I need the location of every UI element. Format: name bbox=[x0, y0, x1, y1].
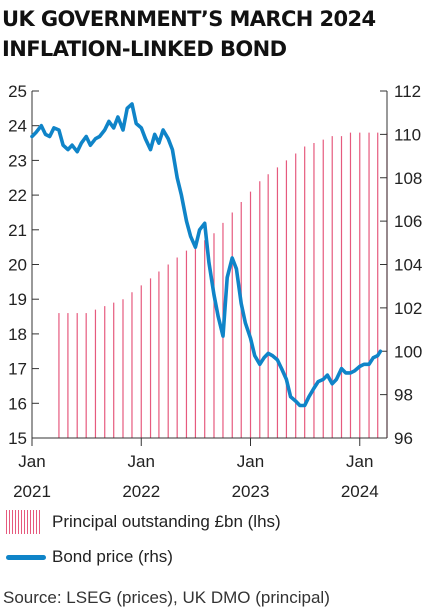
title-line-1: UK GOVERNMENT’S MARCH 2024 bbox=[2, 7, 376, 31]
legend-principal-swatch bbox=[6, 510, 40, 534]
right-tick-label: 110 bbox=[394, 125, 421, 144]
combo-chart: 1516171819202122232425969810010210410610… bbox=[8, 82, 422, 501]
x-tick-label-month: Jan bbox=[346, 452, 373, 471]
legend-principal: Principal outstanding £bn (lhs) bbox=[6, 510, 281, 534]
x-tick-label-year: 2024 bbox=[341, 482, 379, 501]
left-tick-label: 19 bbox=[8, 290, 27, 309]
left-tick-label: 18 bbox=[8, 325, 27, 344]
legend-price: Bond price (rhs) bbox=[6, 547, 173, 567]
right-tick-label: 102 bbox=[394, 299, 422, 318]
left-tick-label: 23 bbox=[8, 151, 27, 170]
right-tick-label: 108 bbox=[394, 169, 422, 188]
legend-principal-label: Principal outstanding £bn (lhs) bbox=[52, 512, 281, 531]
right-tick-label: 98 bbox=[394, 386, 413, 405]
left-tick-label: 15 bbox=[8, 429, 27, 448]
right-tick-label: 112 bbox=[394, 82, 421, 101]
right-tick-label: 96 bbox=[394, 429, 413, 448]
x-tick-label-month: Jan bbox=[237, 452, 264, 471]
legend-price-label: Bond price (rhs) bbox=[52, 547, 173, 566]
x-tick-label-year: 2021 bbox=[13, 482, 51, 501]
source-note: Source: LSEG (prices), UK DMO (principal… bbox=[3, 588, 330, 607]
left-tick-label: 25 bbox=[8, 82, 27, 101]
chart-title: UK GOVERNMENT’S MARCH 2024 INFLATION-LIN… bbox=[2, 4, 432, 64]
title-line-2: INFLATION-LINKED BOND bbox=[2, 37, 287, 61]
legend-price-swatch bbox=[6, 554, 46, 560]
left-tick-label: 16 bbox=[8, 394, 27, 413]
left-tick-label: 21 bbox=[8, 221, 27, 240]
right-tick-label: 106 bbox=[394, 212, 422, 231]
x-tick-label-month: Jan bbox=[18, 452, 45, 471]
x-tick-label-year: 2023 bbox=[232, 482, 270, 501]
left-tick-label: 20 bbox=[8, 256, 27, 275]
right-tick-label: 104 bbox=[394, 256, 422, 275]
left-tick-label: 22 bbox=[8, 186, 27, 205]
x-tick-label-month: Jan bbox=[128, 452, 155, 471]
x-tick-label-year: 2022 bbox=[122, 482, 160, 501]
right-tick-label: 100 bbox=[394, 342, 422, 361]
bond-price-line bbox=[30, 102, 383, 408]
left-tick-label: 24 bbox=[8, 117, 27, 136]
left-tick-label: 17 bbox=[8, 360, 27, 379]
